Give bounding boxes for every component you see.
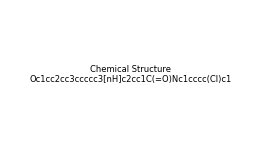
Text: Chemical Structure
Oc1cc2cc3ccccc3[nH]c2cc1C(=O)Nc1cccc(Cl)c1: Chemical Structure Oc1cc2cc3ccccc3[nH]c2… — [29, 65, 232, 84]
